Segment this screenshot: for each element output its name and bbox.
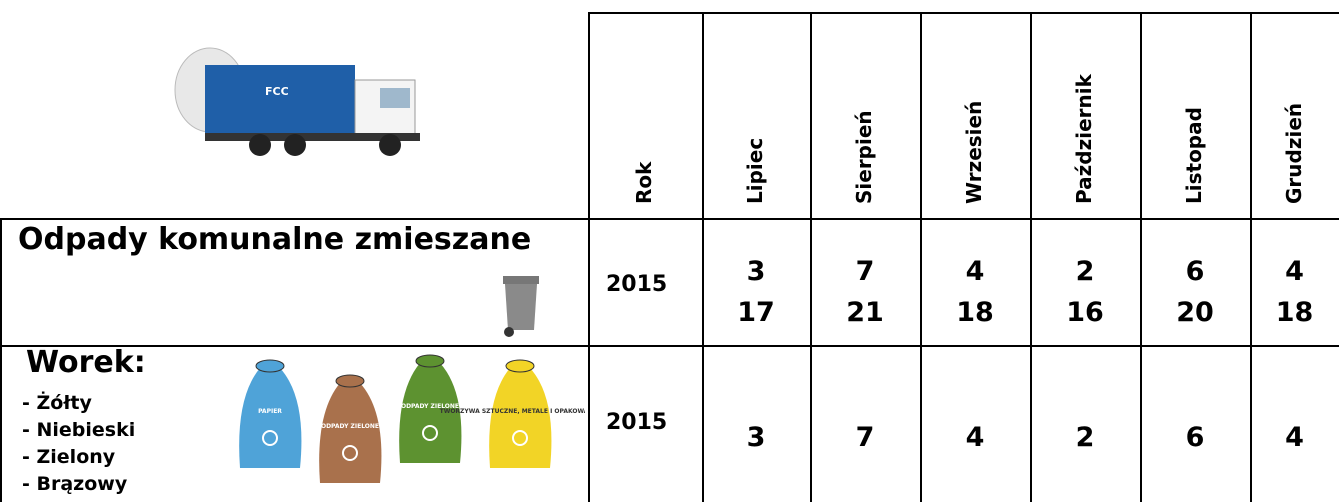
column-header: Sierpień [852,110,876,204]
bag-list: - Żółty - Niebieski - Zielony - Brązowy [22,390,135,498]
bag-item: - Zielony [22,446,116,468]
border [1140,12,1142,502]
column-header: Listopad [1182,107,1206,204]
bag-tie [505,359,535,373]
column-header: Grudzień [1281,102,1306,204]
border [0,345,1339,347]
value: 4 [965,256,985,287]
border [1030,12,1032,502]
truck-logo: FCC [265,85,289,98]
bag [399,363,462,463]
recycle-icon [422,425,438,441]
value: 7 [855,422,875,453]
bag-label: ODPADY ZIELONE [321,423,379,430]
year: 2015 [606,272,668,297]
bag-tie [335,374,365,388]
value: 4 [1285,256,1304,287]
column-header: Październik [1072,74,1096,204]
recycle-icon [512,430,528,446]
value: 4 [965,422,985,453]
row-label: Worek: [26,345,146,380]
bag-label: PAPIER [258,408,282,415]
recycle-icon [342,445,358,461]
bag-tie [255,359,285,373]
bag-item: - Niebieski [22,419,136,441]
bag-tie [415,354,445,368]
value: 7 [855,256,875,287]
truck-image: FCC [174,47,420,156]
value: 16 [1066,297,1104,328]
value: 18 [1275,297,1314,328]
value: 21 [846,297,884,328]
value: 4 [1285,422,1304,453]
value: 17 [737,297,775,328]
value: 6 [1185,256,1205,287]
border [920,12,922,502]
value: 2 [1075,422,1095,453]
bin-icon [503,276,539,337]
border [588,12,1339,14]
border [0,218,2,502]
row-label: Odpady komunalne zmieszane [18,222,532,257]
bag-label: TWORZYWA SZTUCZNE, METALE I OPAKOWANIA [440,408,585,415]
border [588,12,590,502]
bag-label: ODPADY ZIELONE [401,403,459,410]
bag [319,383,382,483]
value: 20 [1176,297,1214,328]
border [810,12,812,502]
bag [489,368,552,468]
value: 3 [746,422,766,453]
border [0,218,1339,220]
value: 2 [1075,256,1095,287]
value: 6 [1185,422,1205,453]
value: 3 [746,256,766,287]
bag-item: - Brązowy [22,473,128,495]
value: 18 [956,297,994,328]
column-header: Lipiec [743,137,767,204]
bag-item: - Żółty [22,392,92,414]
column-header: Rok [632,161,656,204]
border [1250,12,1252,502]
year: 2015 [606,410,668,435]
column-header: Wrzesień [962,100,986,204]
border [702,12,704,502]
recycle-icon [262,430,278,446]
bag [239,368,302,468]
